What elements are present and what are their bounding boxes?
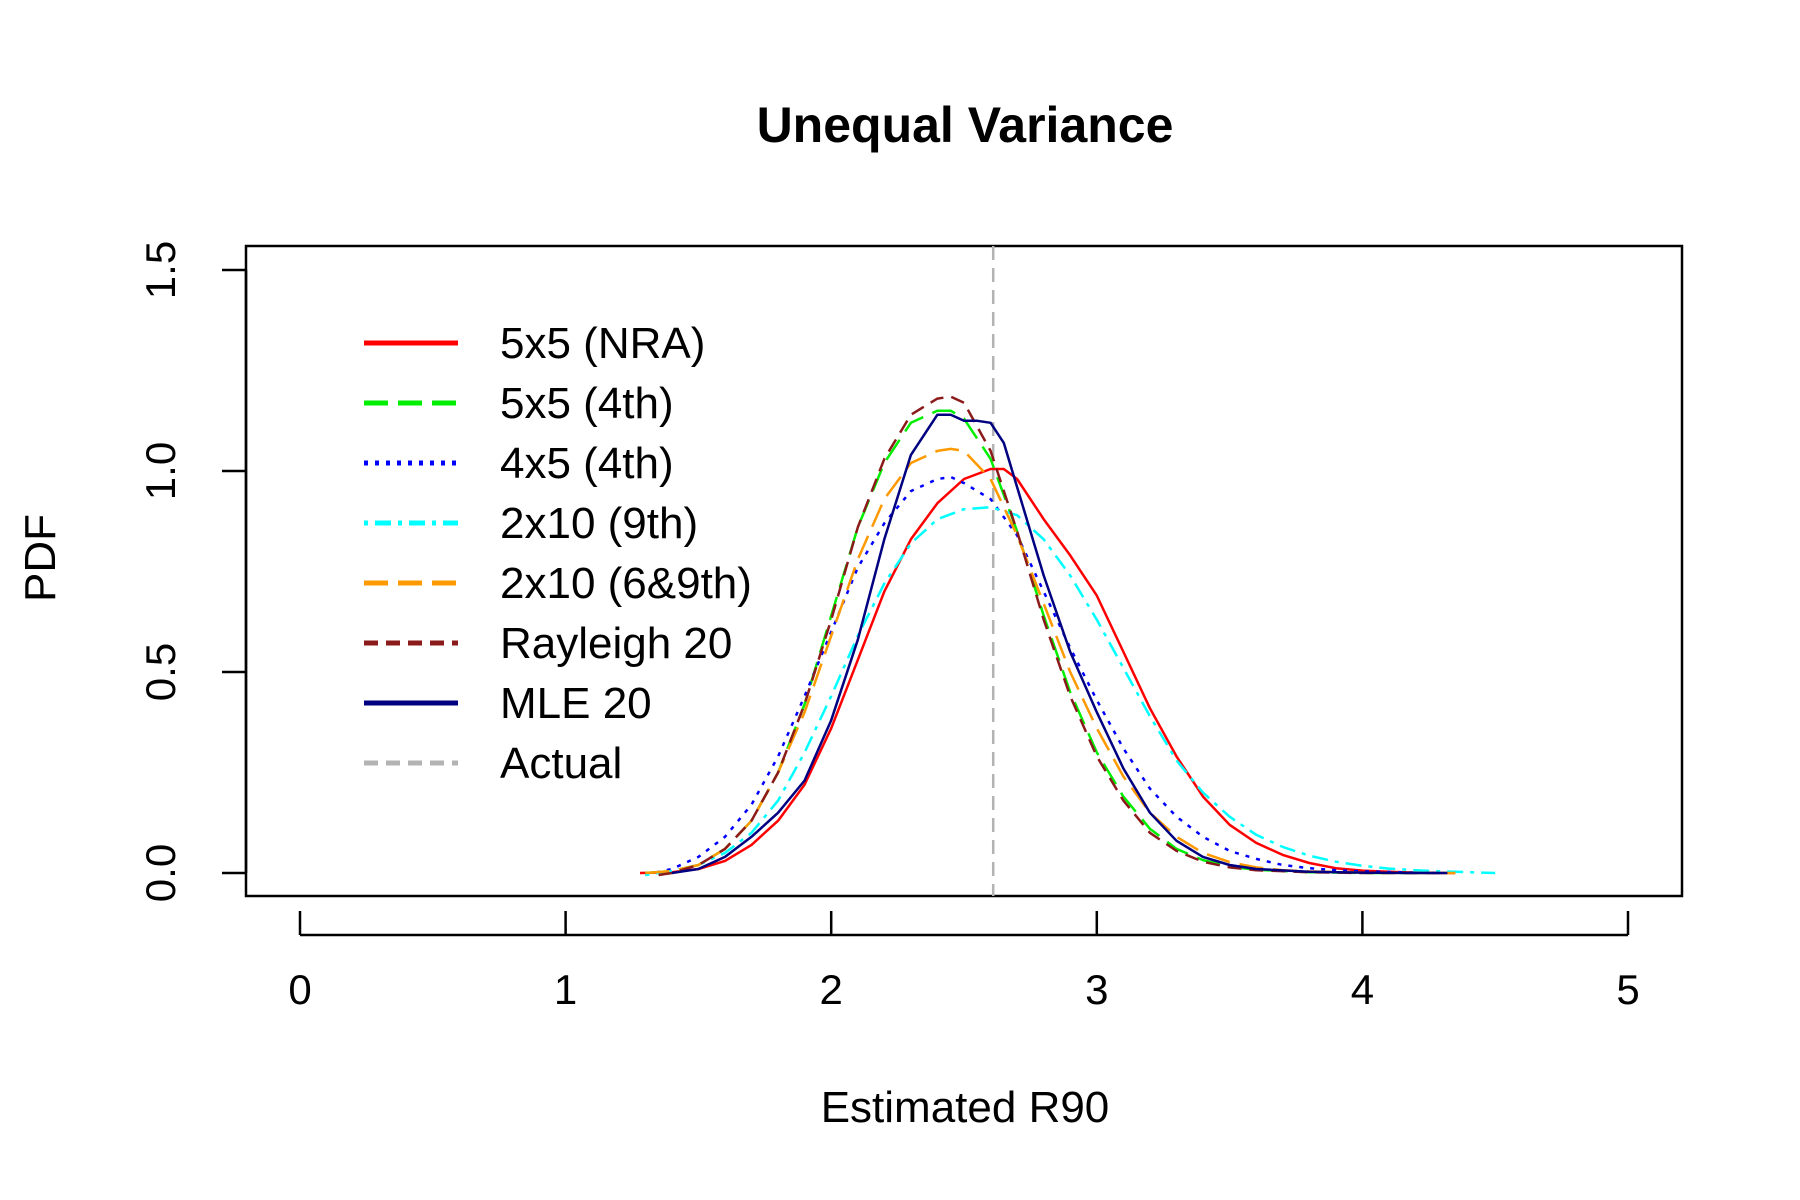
x-tick-label: 0: [288, 966, 311, 1013]
x-tick-label: 3: [1085, 966, 1108, 1013]
x-axis-title: Estimated R90: [821, 1083, 1110, 1132]
series-line-4: [645, 505, 1496, 877]
y-tick-label: 0.0: [137, 844, 184, 902]
legend-label-2: 5x5 (4th): [500, 379, 674, 428]
chart-title: Unequal Variance: [757, 97, 1174, 153]
x-tick-label: 5: [1616, 966, 1639, 1013]
y-axis: 0.0 0.5 1.0 1.5: [137, 241, 248, 902]
x-tick-label: 1: [554, 966, 577, 1013]
series-line-1: [639, 467, 1456, 875]
legend-label-3: 4x5 (4th): [500, 439, 674, 488]
x-tick-label: 2: [820, 966, 843, 1013]
legend-label-8: Actual: [500, 739, 622, 788]
plot-area: [244, 244, 1684, 898]
legend-label-5: 2x10 (6&9th): [500, 559, 752, 608]
y-tick-label: 1.5: [137, 241, 184, 299]
legend: 5x5 (NRA) 5x5 (4th) 4x5 (4th) 2x10 (9th) 2x1…: [364, 319, 752, 788]
series-line-6: [658, 395, 1443, 877]
y-tick-label: 0.5: [137, 643, 184, 701]
plot-frame: [244, 244, 1684, 898]
y-axis-title: PDF: [16, 514, 65, 602]
y-tick-label: 1.0: [137, 442, 184, 500]
x-axis: 0 1 2 3 4 5: [288, 911, 1640, 1013]
legend-label-6: Rayleigh 20: [500, 619, 732, 668]
series-line-7: [671, 413, 1448, 875]
x-tick-label: 4: [1351, 966, 1374, 1013]
legend-label-7: MLE 20: [500, 679, 652, 728]
legend-label-1: 5x5 (NRA): [500, 319, 705, 368]
series-line-5: [645, 447, 1456, 875]
legend-label-4: 2x10 (9th): [500, 499, 698, 548]
